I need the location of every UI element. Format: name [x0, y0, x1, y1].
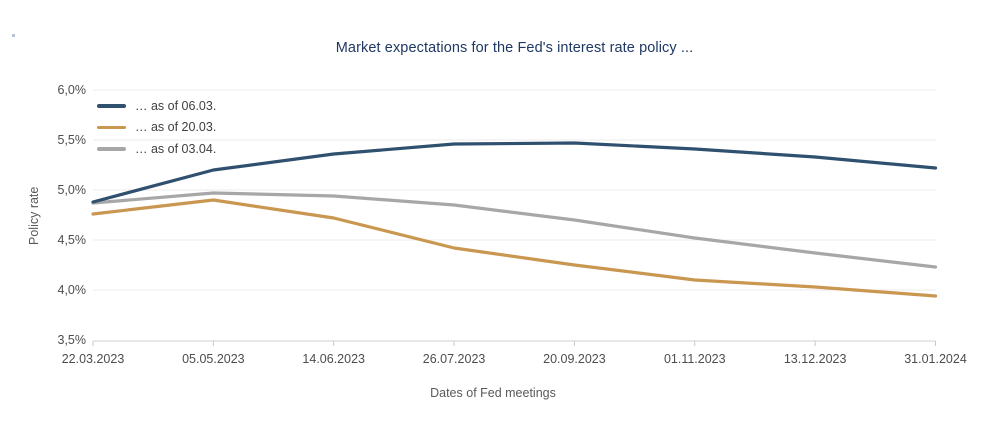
series-line-0603: [91, 141, 938, 204]
x-tick-label: 14.06.2023: [302, 352, 365, 366]
y-tick-label: 6,0%: [57, 82, 87, 97]
legend-label: … as of 20.03.: [135, 120, 217, 135]
legend-swatch: [97, 104, 126, 108]
legend-item: … as of 03.04.: [97, 138, 216, 160]
artifact-dot: [12, 34, 15, 37]
y-tick-label: 4,0%: [57, 282, 87, 297]
legend-item: … as of 20.03.: [97, 117, 216, 139]
legend-swatch: [97, 147, 126, 151]
x-tick-label: 01.11.2023: [663, 352, 726, 366]
legend-label: … as of 03.04.: [135, 141, 217, 156]
x-tick-label: 31.01.2024: [904, 352, 967, 366]
series-line-2003: [91, 198, 938, 298]
x-tick-label: 20.09.2023: [543, 352, 606, 366]
y-tick-label: 3,5%: [57, 332, 87, 347]
legend-item: … as of 06.03.: [97, 95, 216, 117]
y-tick-label: 4,5%: [57, 232, 87, 247]
legend: … as of 06.03. … as of 20.03. … as of 03.0…: [97, 95, 216, 160]
series-line-0304: [91, 191, 938, 269]
y-tick-label: 5,0%: [57, 182, 87, 197]
x-axis-title: Dates of Fed meetings: [430, 386, 556, 400]
x-tick-label: 05.05.2023: [182, 352, 245, 366]
y-tick-label: 5,5%: [57, 132, 87, 147]
x-tick-label: 22.03.2023: [61, 352, 125, 366]
x-tick-label: 26.07.2023: [422, 352, 486, 366]
legend-label: … as of 06.03.: [135, 98, 217, 113]
chart-title: Market expectations for the Fed's intere…: [335, 40, 694, 56]
y-axis-title: Policy rate: [27, 186, 41, 246]
x-tick-label: 13.12.2023: [783, 352, 847, 366]
legend-swatch: [97, 125, 126, 129]
